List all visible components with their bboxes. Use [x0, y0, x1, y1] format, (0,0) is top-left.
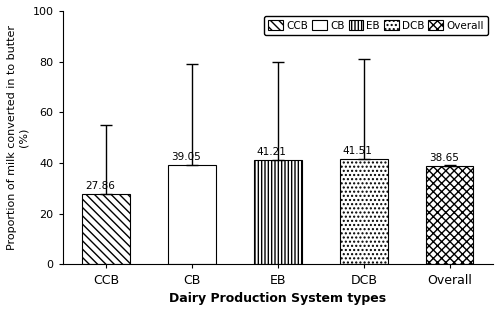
Bar — [426, 167, 474, 265]
Bar — [340, 159, 388, 265]
Legend: CCB, CB, EB, DCB, Overall: CCB, CB, EB, DCB, Overall — [264, 16, 488, 35]
Y-axis label: Proportion of milk converted in to butter
(%): Proportion of milk converted in to butte… — [7, 25, 28, 250]
Bar — [254, 160, 302, 265]
Text: 38.65: 38.65 — [429, 154, 458, 163]
Bar — [82, 194, 130, 265]
Bar — [168, 165, 216, 265]
Text: 41.51: 41.51 — [343, 146, 372, 156]
Text: 27.86: 27.86 — [85, 181, 115, 191]
Text: 41.21: 41.21 — [257, 147, 286, 157]
X-axis label: Dairy Production System types: Dairy Production System types — [170, 292, 386, 305]
Text: 39.05: 39.05 — [171, 153, 200, 163]
